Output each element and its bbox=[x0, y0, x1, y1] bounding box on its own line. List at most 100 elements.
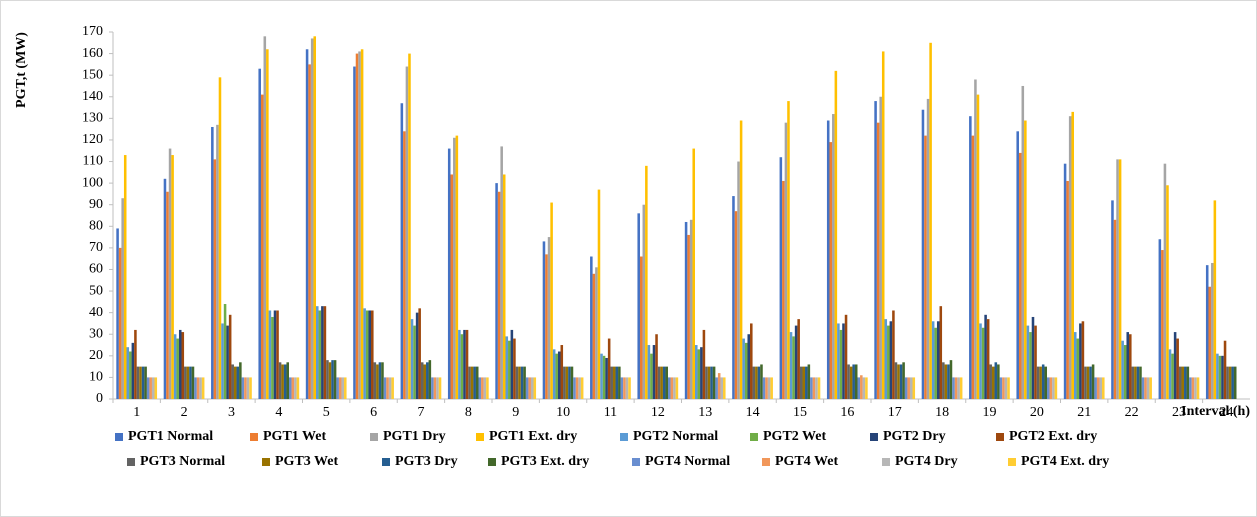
bar bbox=[281, 364, 284, 399]
bar bbox=[542, 241, 546, 399]
legend-label: PGT3 Ext. dry bbox=[501, 454, 589, 469]
bar bbox=[241, 377, 245, 399]
bar bbox=[887, 325, 890, 399]
y-tick-label: 100 bbox=[82, 175, 103, 190]
bar bbox=[857, 377, 861, 399]
bar bbox=[176, 338, 179, 399]
bar bbox=[723, 377, 726, 399]
legend-swatch bbox=[262, 458, 270, 466]
bar bbox=[578, 377, 581, 399]
bar bbox=[997, 364, 1000, 399]
bar bbox=[974, 79, 977, 400]
bar bbox=[405, 66, 409, 400]
y-tick-label: 40 bbox=[89, 305, 103, 320]
bar bbox=[1076, 338, 1080, 399]
bar bbox=[902, 362, 905, 399]
bar bbox=[134, 329, 137, 399]
legend-label: PGT3 Wet bbox=[275, 454, 338, 469]
bar bbox=[450, 174, 454, 399]
bar bbox=[605, 357, 608, 399]
bar bbox=[495, 183, 498, 399]
legend-label: PGT4 Normal bbox=[645, 454, 730, 469]
y-tick-label: 50 bbox=[89, 283, 103, 298]
bar bbox=[860, 375, 863, 399]
bar bbox=[1178, 366, 1182, 399]
bar bbox=[912, 377, 916, 399]
bar bbox=[118, 247, 122, 399]
bar bbox=[1094, 377, 1097, 399]
bar bbox=[1168, 349, 1172, 399]
y-tick-label: 170 bbox=[82, 24, 103, 39]
bar bbox=[520, 366, 524, 399]
bar bbox=[765, 377, 768, 399]
bar bbox=[755, 366, 758, 399]
bar bbox=[844, 314, 848, 399]
bar bbox=[787, 101, 790, 400]
legend-swatch bbox=[115, 433, 123, 441]
bar bbox=[216, 124, 219, 400]
bar bbox=[1141, 377, 1145, 399]
bar bbox=[381, 362, 384, 399]
x-tick-label: 20 bbox=[1030, 405, 1044, 420]
x-tick-label: 15 bbox=[793, 405, 807, 420]
bar bbox=[1063, 163, 1067, 399]
bar bbox=[173, 334, 177, 399]
bar bbox=[460, 334, 464, 399]
bar bbox=[660, 366, 663, 399]
bar bbox=[892, 310, 895, 399]
bar bbox=[341, 377, 345, 399]
bar bbox=[1031, 316, 1035, 399]
bar bbox=[191, 366, 195, 399]
legend-swatch bbox=[632, 458, 640, 466]
legend-swatch bbox=[620, 433, 628, 441]
legend-label: PGT4 Ext. dry bbox=[1021, 454, 1109, 469]
bar bbox=[784, 122, 788, 399]
bar bbox=[1144, 377, 1147, 399]
bar bbox=[1079, 323, 1082, 399]
bar bbox=[670, 377, 674, 399]
bar bbox=[144, 366, 147, 399]
bar bbox=[266, 49, 269, 399]
bar bbox=[1016, 131, 1019, 399]
legend-label: PGT1 Wet bbox=[263, 429, 326, 444]
bar bbox=[802, 366, 806, 399]
bar bbox=[710, 366, 713, 399]
bar bbox=[1066, 180, 1069, 399]
bar bbox=[403, 131, 406, 399]
bar bbox=[712, 366, 716, 399]
y-tick-label: 60 bbox=[89, 262, 103, 277]
bar bbox=[518, 366, 521, 399]
x-tick-label: 8 bbox=[465, 405, 472, 420]
y-tick-label: 80 bbox=[89, 219, 103, 234]
legend-swatch bbox=[127, 458, 135, 466]
bar bbox=[936, 321, 940, 399]
bar bbox=[1086, 366, 1090, 399]
bar bbox=[652, 345, 656, 399]
legend-swatch bbox=[1008, 458, 1016, 466]
bar bbox=[1118, 159, 1122, 399]
bar bbox=[318, 310, 322, 399]
bar bbox=[1223, 340, 1227, 399]
bar bbox=[720, 377, 724, 399]
bar bbox=[1123, 345, 1127, 399]
bar bbox=[989, 364, 992, 399]
bar bbox=[505, 336, 509, 399]
bar bbox=[899, 364, 903, 399]
bar bbox=[994, 362, 998, 399]
bar bbox=[939, 306, 943, 399]
bar bbox=[502, 174, 506, 399]
x-tick-label: 1 bbox=[133, 405, 140, 420]
bar bbox=[1186, 366, 1190, 399]
bar bbox=[1218, 355, 1222, 399]
bar bbox=[747, 334, 751, 399]
bar bbox=[874, 101, 877, 400]
bar bbox=[876, 122, 880, 399]
legend-label: PGT1 Ext. dry bbox=[489, 429, 577, 444]
bar bbox=[154, 377, 158, 399]
bar bbox=[481, 377, 484, 399]
bar bbox=[555, 353, 558, 399]
bar bbox=[1002, 377, 1005, 399]
bar bbox=[236, 366, 240, 399]
bar bbox=[515, 366, 519, 399]
